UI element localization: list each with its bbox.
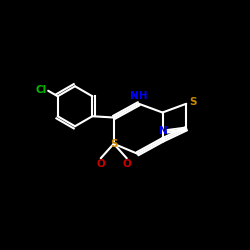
Text: NH: NH (130, 91, 148, 101)
Text: S: S (190, 97, 197, 107)
Text: S: S (110, 139, 118, 149)
Text: N: N (159, 126, 168, 136)
Text: O: O (96, 159, 105, 169)
Text: O: O (122, 159, 131, 169)
Text: Cl: Cl (36, 85, 47, 95)
